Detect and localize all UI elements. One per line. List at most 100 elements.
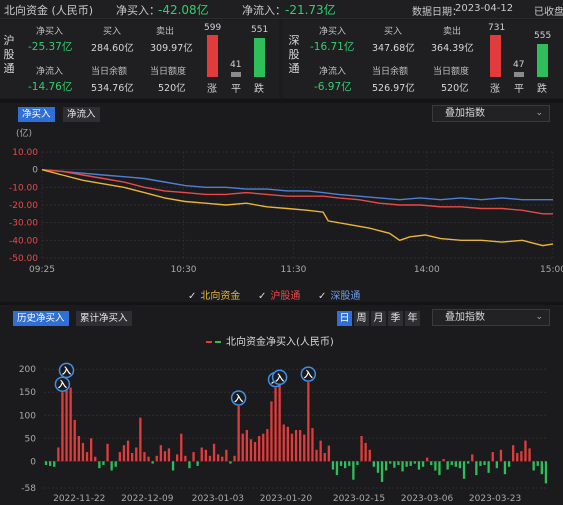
- bar: [487, 461, 490, 473]
- bar: [233, 455, 236, 462]
- period-quarter-button[interactable]: 季: [388, 311, 403, 326]
- sh-buy-label: 买入: [103, 27, 122, 37]
- sh-up-bar: [207, 35, 218, 77]
- bar: [483, 461, 486, 465]
- bar: [491, 452, 494, 462]
- period-week-button[interactable]: 周: [354, 311, 369, 326]
- bar: [421, 461, 425, 467]
- legend-north[interactable]: ✓ 北向资金: [188, 287, 240, 302]
- sh-down-label: 跌: [254, 84, 264, 95]
- bar: [85, 452, 89, 462]
- y-tick-label: -20.00: [9, 201, 38, 211]
- sz-sell-label: 卖出: [443, 27, 462, 37]
- marker-circle: [230, 390, 247, 406]
- bar: [126, 440, 130, 462]
- bar: [110, 461, 113, 471]
- bar: [290, 433, 294, 462]
- sh-balance-label: 当日余额: [91, 67, 128, 77]
- legend-swatch-up: [206, 341, 212, 343]
- sh-flat-count: 41: [230, 60, 242, 70]
- bar: [49, 461, 52, 466]
- tab-net-buy[interactable]: 净买入: [18, 107, 55, 122]
- bar: [73, 419, 76, 462]
- bar: [208, 455, 212, 462]
- divider: [0, 302, 563, 305]
- bar: [44, 461, 48, 465]
- panel-sz-connect: 深股通 净买入 -16.71亿 买入 347.68亿 卖出 364.39亿 净流…: [283, 20, 563, 98]
- entry-marker: 入: [230, 390, 247, 406]
- marker-circle: [271, 369, 288, 386]
- legend-sz[interactable]: ✓ 深股通: [318, 287, 360, 302]
- bar: [442, 459, 445, 462]
- overlay-index-dropdown[interactable]: 叠加指数 ⌄: [432, 105, 550, 122]
- net-inflow-value: -21.73亿: [285, 3, 336, 17]
- bar: [135, 447, 138, 462]
- bar: [446, 461, 449, 470]
- chevron-down-icon: ⌄: [535, 312, 543, 322]
- check-icon: ✓: [188, 291, 197, 302]
- overlay-index-label: 叠加指数: [445, 312, 485, 323]
- tab-history-net-buy[interactable]: 历史净买入: [13, 311, 69, 326]
- bar: [339, 461, 343, 466]
- bar: [376, 461, 380, 473]
- bar: [507, 461, 511, 467]
- bar: [450, 461, 453, 465]
- bar: [430, 461, 433, 465]
- bar: [307, 382, 310, 462]
- bar: [241, 433, 244, 462]
- bar: [159, 445, 162, 462]
- series-line-sh: [41, 169, 553, 215]
- panel-sh-title: 沪股通: [3, 34, 15, 75]
- bar: [389, 461, 392, 464]
- bar: [393, 461, 396, 468]
- marker-circle: [58, 362, 75, 379]
- bar: [401, 461, 404, 472]
- bar: [368, 449, 371, 462]
- bar: [299, 430, 302, 462]
- sh-flat-bar: [231, 72, 241, 77]
- bar: [258, 436, 261, 462]
- bar: [512, 445, 515, 462]
- bar: [495, 461, 498, 469]
- sh-up-label: 涨: [207, 84, 217, 95]
- legend-sh[interactable]: ✓ 沪股通: [258, 287, 300, 302]
- period-day-button[interactable]: 日: [337, 311, 352, 326]
- check-icon: ✓: [318, 291, 327, 302]
- bar: [356, 461, 359, 465]
- x-tick-label: 14:00: [414, 265, 440, 275]
- y-tick-label: -10.00: [9, 183, 38, 193]
- entry-marker: 入: [271, 369, 288, 386]
- sh-quota-value: 520亿: [158, 83, 186, 94]
- bar: [278, 385, 281, 462]
- marker-circle: [300, 366, 317, 382]
- x-tick-label: 2023-01-20: [260, 494, 313, 504]
- marker-label: 入: [61, 366, 71, 377]
- overlay-index-dropdown-history[interactable]: 叠加指数 ⌄: [432, 309, 550, 326]
- bar: [397, 461, 400, 465]
- bar: [118, 452, 121, 462]
- bar: [331, 461, 335, 470]
- bar: [266, 429, 269, 462]
- bar: [471, 454, 474, 462]
- sh-down-bar: [254, 38, 265, 77]
- bar: [536, 461, 539, 466]
- bar: [282, 424, 285, 462]
- bar: [405, 461, 408, 467]
- bar: [503, 461, 507, 475]
- bar: [475, 461, 478, 476]
- x-tick-label: 2023-01-03: [192, 494, 244, 504]
- bar: [315, 449, 318, 462]
- tab-net-inflow[interactable]: 净流入: [63, 107, 100, 122]
- y-tick-label: 10.00: [12, 148, 38, 158]
- bar: [458, 461, 462, 469]
- bar: [385, 461, 388, 471]
- period-month-button[interactable]: 月: [371, 311, 386, 326]
- period-year-button[interactable]: 年: [405, 311, 420, 326]
- bar: [454, 461, 457, 467]
- tab-cumulative-net-buy[interactable]: 累计净买入: [76, 311, 132, 326]
- bar: [196, 461, 199, 466]
- bar: [335, 461, 339, 476]
- bar-chart-title: 北向资金净买入(人民币): [226, 335, 334, 348]
- x-tick-label: 2023-03-23: [469, 494, 521, 504]
- bar: [372, 461, 375, 467]
